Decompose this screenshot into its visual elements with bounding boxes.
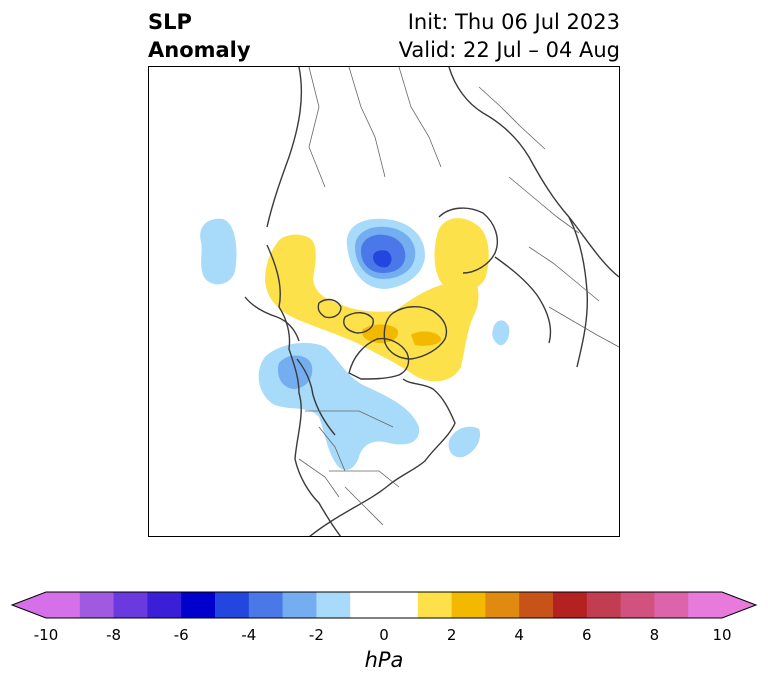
colorbar-max-extend — [722, 592, 756, 618]
colorbar-segment — [417, 592, 453, 618]
colorbar-segment — [113, 592, 148, 618]
colorbar-tick-label: -10 — [33, 626, 59, 644]
political-borders — [298, 67, 619, 526]
valid-range-label: Valid: 22 Jul – 04 Aug — [398, 38, 620, 62]
colorbar-segment — [350, 592, 385, 618]
colorbar-segment — [248, 592, 284, 618]
colorbar-segment — [384, 592, 419, 618]
colorbar-tick-label: -4 — [241, 626, 257, 644]
colorbar-segment — [46, 592, 81, 618]
map-canvas — [200, 67, 619, 536]
colorbar-tick-label: -2 — [308, 626, 324, 644]
anomaly-siberia-low — [492, 320, 510, 346]
title-line-2: Anomaly — [148, 38, 251, 62]
anomaly-gulf-of-alaska-core — [277, 355, 313, 389]
colorbar-tick-label: 10 — [712, 626, 732, 644]
colorbar-tick-label: 8 — [649, 626, 660, 644]
colorbar-segment — [451, 592, 486, 618]
colorbar-outline — [10, 591, 758, 619]
colorbar-segment — [553, 592, 588, 618]
anomaly-greenland-east — [411, 331, 441, 346]
colorbar-segment — [282, 592, 317, 618]
colorbar-segment — [215, 592, 250, 618]
init-date-label: Init: Thu 06 Jul 2023 — [407, 10, 620, 34]
colorbar-tick-label: 2 — [446, 626, 457, 644]
colorbar-segment — [688, 592, 723, 618]
coastlines — [244, 67, 619, 536]
colorbar-tick-label: -6 — [173, 626, 189, 644]
colorbar-segment — [181, 592, 216, 618]
colorbar-tick-label: -8 — [106, 626, 122, 644]
anomaly-atlantic-low — [448, 426, 481, 458]
anomaly-pacific-low — [200, 218, 237, 285]
colorbar-segment — [586, 592, 622, 618]
colorbar-tick-label: 0 — [379, 626, 389, 644]
map-title: SLP Anomaly — [148, 8, 251, 64]
colorbar-segment — [316, 592, 351, 618]
colorbar — [10, 591, 758, 619]
anomaly-arctic-low-core — [373, 250, 392, 268]
colorbar-tick-label: 6 — [582, 626, 592, 644]
anomaly-fills — [200, 218, 510, 471]
anomaly-map — [148, 66, 620, 537]
colorbar-segment — [79, 592, 115, 618]
colorbar-segments — [46, 592, 723, 618]
colorbar-unit-label: hPa — [364, 648, 404, 672]
colorbar-tick-label: 4 — [514, 626, 524, 644]
colorbar-min-extend — [12, 592, 46, 618]
title-line-1: SLP — [148, 10, 192, 34]
anomaly-eurasia-high — [434, 218, 489, 292]
colorbar-segment — [147, 592, 182, 618]
forecast-dates: Init: Thu 06 Jul 2023 Valid: 22 Jul – 04… — [399, 8, 620, 64]
colorbar-segment — [620, 592, 655, 618]
colorbar-segment — [519, 592, 554, 618]
anomaly-greenland-core — [362, 324, 399, 343]
colorbar-segment — [485, 592, 520, 618]
colorbar-segment — [654, 592, 689, 618]
